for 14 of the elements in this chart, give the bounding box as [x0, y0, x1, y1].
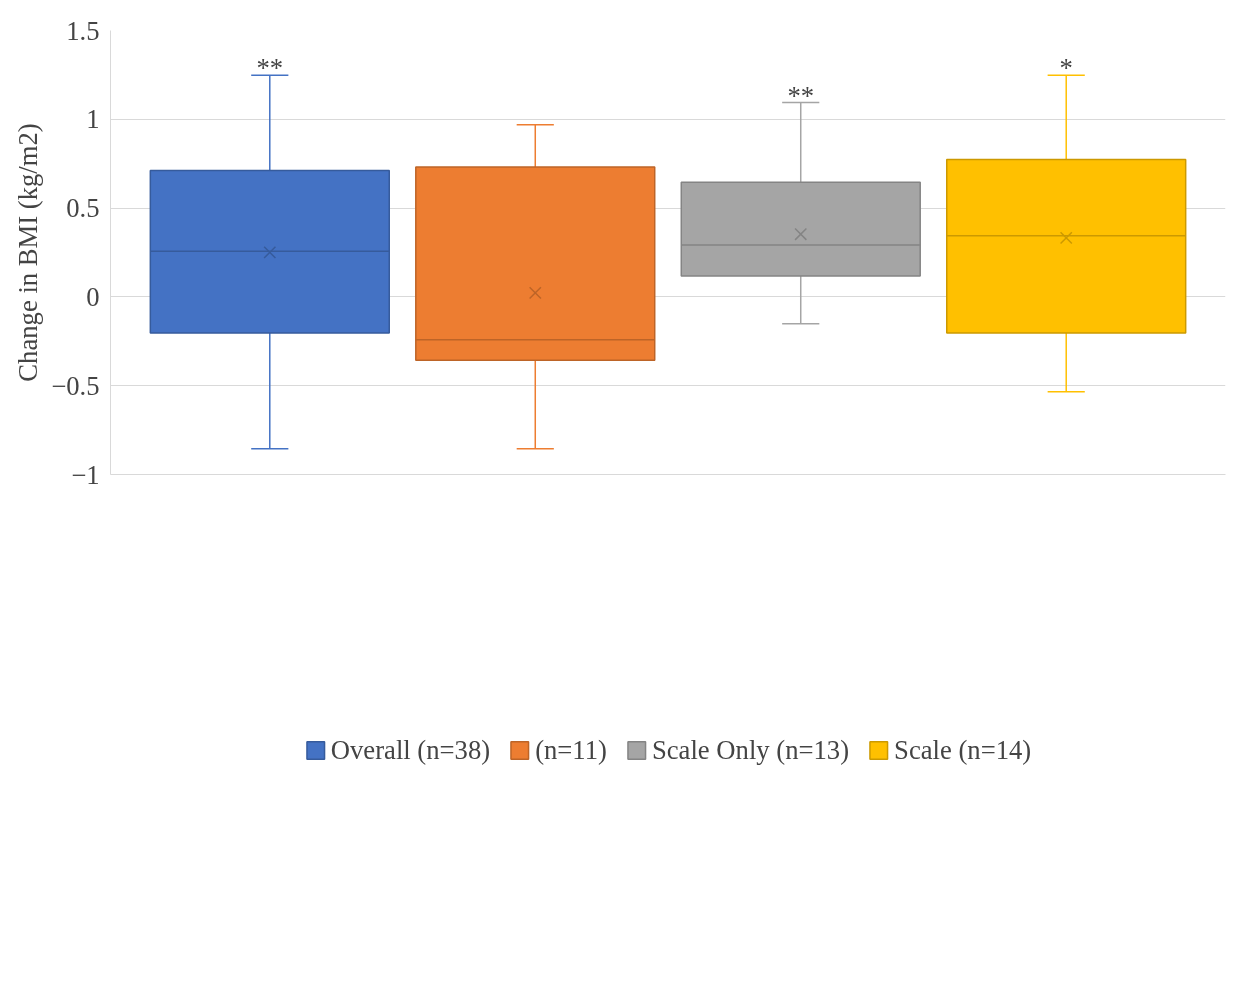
y-tick-label: 0: [86, 281, 100, 312]
annotation: **: [256, 53, 284, 84]
annotation: **: [787, 80, 815, 111]
y-tick-label: 1.5: [66, 15, 100, 46]
y-axis-title: Change in BMI (kg/m2): [13, 123, 44, 382]
legend-label: Overall (n=38): [330, 734, 491, 766]
annotation: *: [1059, 53, 1073, 84]
legend-label: (n=11): [535, 734, 607, 766]
y-tick-label: 1: [86, 104, 100, 135]
y-tick-label: −0.5: [51, 370, 100, 401]
legend-label: Scale Only (n=13): [651, 734, 850, 766]
y-tick-label: 0.5: [66, 193, 100, 224]
y-tick-label: −1: [71, 459, 100, 490]
legend-label: Scale (n=14): [894, 734, 1032, 766]
